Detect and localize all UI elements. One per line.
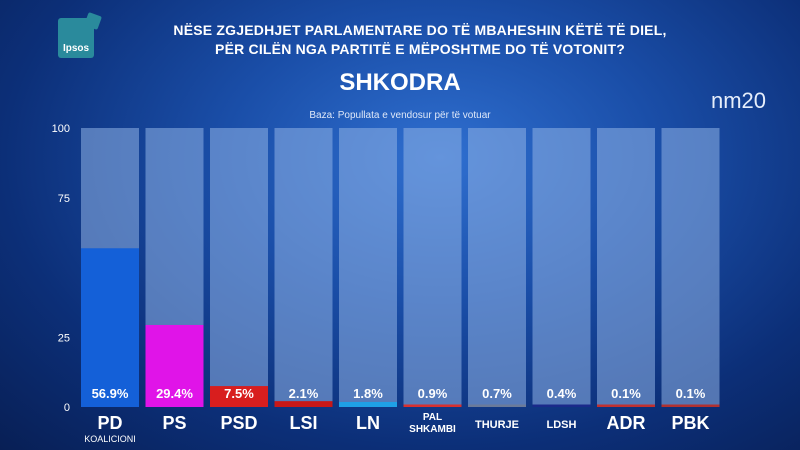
value-label: 1.8% — [353, 386, 383, 401]
question-line-2: PËR CILËN NGA PARTITË E MËPOSHTME DO TË … — [215, 41, 625, 57]
category-label: LDSH — [547, 419, 577, 431]
value-label: 0.4% — [547, 386, 577, 401]
bar — [532, 404, 591, 407]
category-label: PS — [162, 413, 186, 433]
bar — [81, 248, 139, 407]
category-label: ADR — [607, 413, 646, 433]
category-label: PSD — [220, 413, 257, 433]
category-label: SHKAMBI — [409, 424, 456, 435]
logo-text: Ipsos — [62, 43, 90, 54]
bar-track — [339, 128, 397, 407]
bar — [210, 386, 268, 407]
bar-track — [403, 128, 462, 407]
value-label: 7.5% — [224, 386, 254, 401]
category-label: PD — [97, 413, 122, 433]
category-label: LN — [356, 413, 380, 433]
category-label: LSI — [289, 413, 317, 433]
value-label: 0.9% — [418, 386, 448, 401]
bar-track — [661, 128, 720, 407]
question-line-1: NËSE ZGJEDHJET PARLAMENTARE DO TË MBAHES… — [173, 22, 667, 38]
category-label: THURJE — [475, 419, 519, 431]
y-tick-label: 75 — [58, 193, 70, 205]
value-label: 0.1% — [611, 386, 641, 401]
bar — [274, 401, 333, 407]
bar-track — [210, 128, 268, 407]
bar — [339, 401, 397, 407]
bar — [403, 404, 462, 407]
region-title: SHKODRA — [339, 69, 461, 96]
bar-track — [274, 128, 333, 407]
value-label: 0.7% — [482, 386, 512, 401]
category-label: PAL — [423, 412, 442, 423]
bar-track — [597, 128, 655, 407]
bar — [145, 324, 204, 407]
ipsos-logo: Ipsos — [58, 18, 94, 58]
value-label: 56.9% — [92, 386, 129, 401]
y-tick-label: 25 — [58, 332, 70, 344]
bar — [597, 404, 655, 407]
value-label: 29.4% — [156, 386, 193, 401]
bar — [468, 404, 526, 407]
bar — [661, 404, 720, 407]
value-label: 2.1% — [289, 386, 319, 401]
brand-watermark: nm20 — [710, 88, 766, 113]
value-label: 0.1% — [676, 386, 706, 401]
y-tick-label: 100 — [52, 123, 70, 135]
y-tick-label: 0 — [64, 402, 70, 414]
category-label: PBK — [671, 413, 709, 433]
bar-track — [532, 128, 591, 407]
bar-track — [468, 128, 526, 407]
base-note: Baza: Popullata e vendosur për të votuar — [309, 110, 491, 121]
category-sublabel: KOALICIONI — [84, 434, 136, 444]
